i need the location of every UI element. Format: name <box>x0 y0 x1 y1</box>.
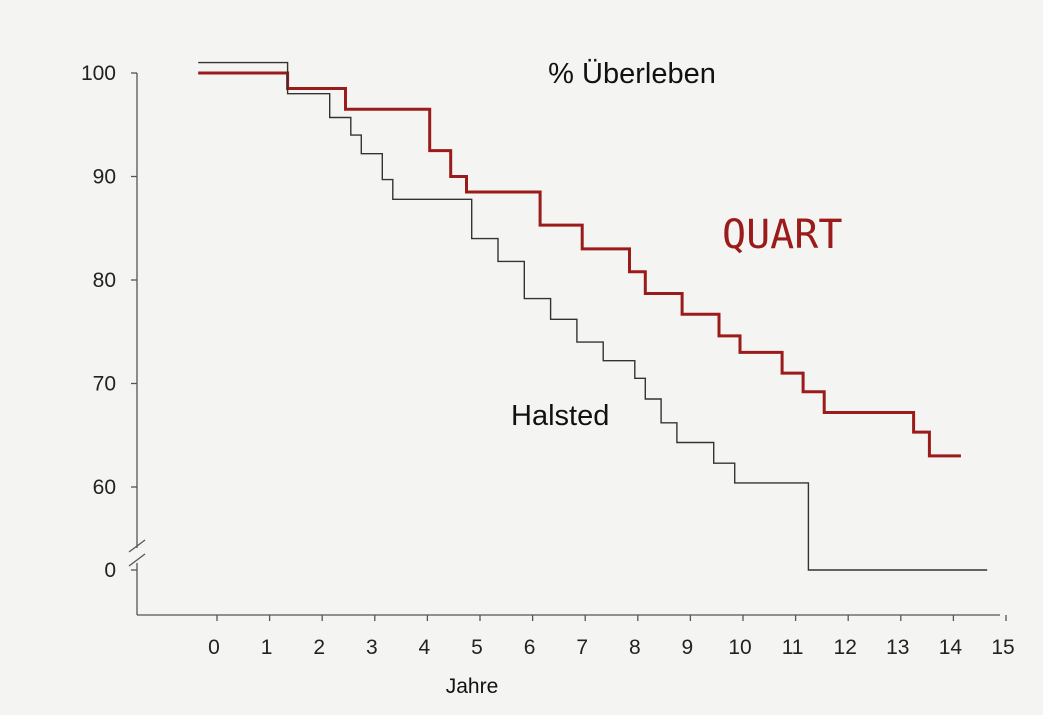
x-axis-title: Jahre <box>446 675 499 698</box>
series-line-halsted <box>198 61 988 571</box>
x-tick-label: 3 <box>366 636 378 659</box>
series-layer <box>198 61 988 571</box>
y-ticks: 0 60 70 80 90 100 <box>81 62 137 582</box>
x-tick-label: 1 <box>261 636 273 659</box>
y-tick-label: 90 <box>93 166 116 189</box>
y-tick-label: 60 <box>93 476 116 499</box>
y-tick-label: 70 <box>93 373 116 396</box>
x-tick-label: 0 <box>208 636 220 659</box>
x-tick-label: 11 <box>782 636 804 659</box>
y-tick-label: 80 <box>93 269 116 292</box>
chart-title: % Überleben <box>548 58 716 90</box>
legend-label-halsted: Halsted <box>511 400 609 432</box>
x-tick-label: 9 <box>682 636 694 659</box>
x-tick-label: 14 <box>939 636 963 659</box>
x-tick-label: 7 <box>576 636 588 659</box>
x-tick-label: 10 <box>728 636 751 659</box>
y-axis-break-mark <box>128 553 146 567</box>
axes <box>128 73 1000 616</box>
x-tick-label: 8 <box>629 636 641 659</box>
x-tick-label: 12 <box>834 636 857 659</box>
x-tick-label: 6 <box>524 636 536 659</box>
x-ticks: 0 1 2 3 4 5 6 7 8 9 10 11 12 13 14 15 <box>208 615 1015 659</box>
x-tick-label: 5 <box>471 636 483 659</box>
legend-label-quart: QUART <box>722 212 842 258</box>
y-tick-label: 100 <box>81 62 116 85</box>
x-tick-label: 2 <box>313 636 325 659</box>
y-tick-label: 0 <box>104 559 116 582</box>
x-tick-label: 15 <box>991 636 1014 659</box>
series-line-quart <box>198 71 961 458</box>
x-tick-label: 4 <box>419 636 431 659</box>
y-axis-break-mark <box>128 539 146 553</box>
x-tick-label: 13 <box>886 636 909 659</box>
